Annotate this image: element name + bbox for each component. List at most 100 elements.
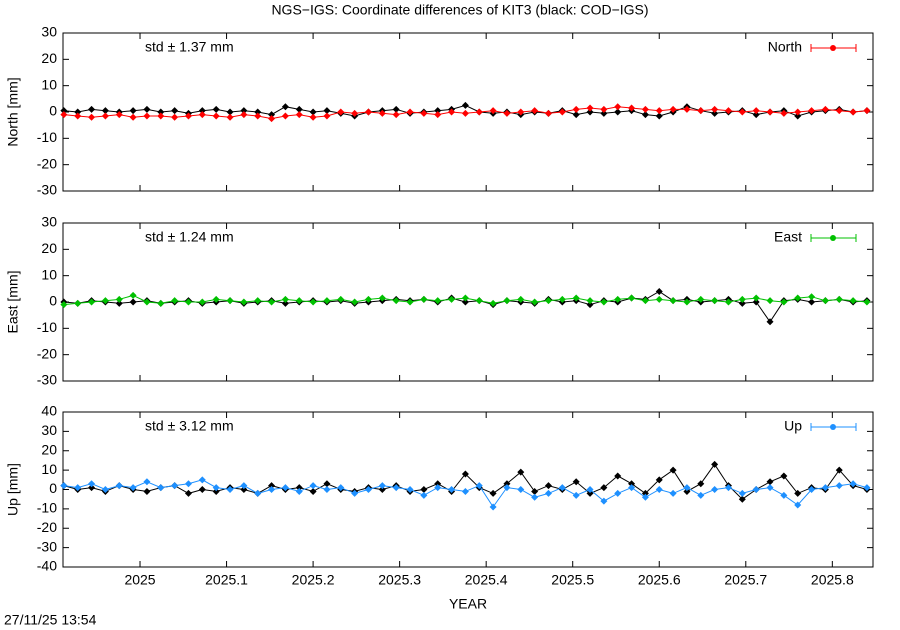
data-point — [434, 107, 442, 115]
data-point — [724, 298, 732, 306]
y-tick-label: 30 — [41, 422, 57, 438]
data-point — [115, 111, 123, 119]
legend-marker — [830, 235, 836, 241]
data-point — [794, 501, 802, 509]
data-point — [212, 487, 220, 495]
data-point — [531, 107, 539, 115]
data-point — [254, 297, 262, 305]
data-point — [752, 107, 760, 115]
data-point — [738, 489, 746, 497]
data-point — [378, 109, 386, 117]
data-point — [461, 109, 469, 117]
data-point — [115, 482, 123, 490]
data-point — [448, 108, 456, 116]
data-point — [628, 104, 636, 112]
data-point — [586, 297, 594, 305]
data-point — [544, 489, 552, 497]
data-point — [835, 466, 843, 474]
data-point — [351, 298, 359, 306]
data-point — [74, 108, 82, 116]
data-point — [614, 489, 622, 497]
data-point — [614, 472, 622, 480]
data-point — [628, 480, 636, 488]
data-point — [392, 111, 400, 119]
data-point — [295, 297, 303, 305]
data-point — [794, 489, 802, 497]
data-point — [724, 107, 732, 115]
data-point — [669, 489, 677, 497]
data-point — [420, 295, 428, 303]
data-point — [669, 105, 677, 113]
data-point — [240, 111, 248, 119]
y-axis-label: Up [mm] — [5, 463, 21, 516]
data-point — [60, 111, 68, 119]
data-point — [655, 107, 663, 115]
data-point — [489, 489, 497, 497]
data-point — [129, 113, 137, 121]
data-point — [226, 113, 234, 121]
data-point — [157, 108, 165, 116]
y-tick-label: -20 — [37, 155, 57, 171]
data-point — [655, 486, 663, 493]
data-point — [628, 294, 636, 302]
data-point — [171, 113, 179, 121]
data-point — [517, 295, 525, 303]
data-point — [184, 480, 192, 488]
data-point — [863, 298, 871, 306]
data-point — [392, 105, 400, 113]
data-point — [752, 486, 760, 493]
data-point — [614, 295, 622, 303]
data-point — [863, 484, 871, 492]
y-tick-label: -10 — [37, 500, 57, 516]
data-point — [323, 486, 331, 493]
data-point — [309, 113, 317, 121]
data-point — [669, 466, 677, 474]
data-point — [378, 486, 386, 493]
data-point — [738, 108, 746, 116]
data-point — [600, 497, 608, 505]
data-point — [281, 484, 289, 492]
data-point — [240, 298, 248, 306]
data-point — [683, 105, 691, 113]
data-point — [489, 503, 497, 511]
data-point — [752, 298, 760, 306]
data-point — [198, 107, 206, 115]
data-point — [74, 299, 82, 307]
legend-marker — [830, 45, 836, 51]
data-point — [711, 460, 719, 468]
data-point — [517, 486, 525, 493]
data-point — [143, 298, 151, 306]
data-point — [808, 486, 816, 493]
data-point — [821, 297, 829, 305]
data-point — [226, 297, 234, 305]
data-point — [572, 478, 580, 486]
data-point — [461, 487, 469, 495]
data-point — [268, 298, 276, 306]
data-point — [129, 291, 137, 299]
data-point — [406, 486, 414, 493]
data-point — [406, 108, 414, 116]
data-point — [572, 105, 580, 113]
data-point — [392, 297, 400, 305]
data-point — [268, 482, 276, 490]
data-point — [766, 318, 774, 326]
data-point — [697, 491, 705, 499]
data-point — [295, 487, 303, 495]
data-point — [808, 298, 816, 306]
y-tick-label: 40 — [41, 403, 57, 419]
y-tick-label: 10 — [41, 76, 57, 92]
data-point — [309, 108, 317, 116]
data-point — [281, 295, 289, 303]
data-point — [683, 487, 691, 495]
data-point — [780, 472, 788, 480]
plot-frame — [62, 32, 874, 192]
data-point — [406, 298, 414, 306]
data-point — [309, 482, 317, 490]
data-point — [60, 107, 68, 115]
data-point — [323, 297, 331, 305]
data-point — [475, 297, 483, 305]
data-point — [129, 298, 137, 306]
legend-label: East — [774, 229, 802, 245]
legend-marker — [830, 424, 836, 430]
